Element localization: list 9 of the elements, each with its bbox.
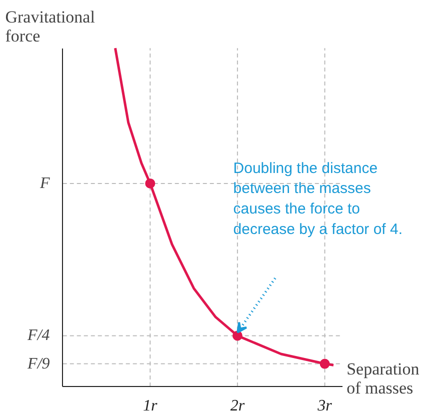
- ref-line-label: F: [38, 174, 50, 192]
- x-tick-label: 1r: [143, 397, 158, 414]
- annotation: Doubling the distance between the masses causes the force to decrease by a factor of 4.: [233, 160, 403, 238]
- x-tick-label: 2r: [230, 397, 246, 414]
- x-tick-label: 3r: [316, 397, 333, 414]
- x-axis-title: Separation of masses: [346, 359, 420, 398]
- ref-line-label: F/4: [26, 327, 50, 344]
- ref-line-label: F/9: [26, 355, 50, 372]
- y-axis-title: Gravitational force: [5, 8, 96, 46]
